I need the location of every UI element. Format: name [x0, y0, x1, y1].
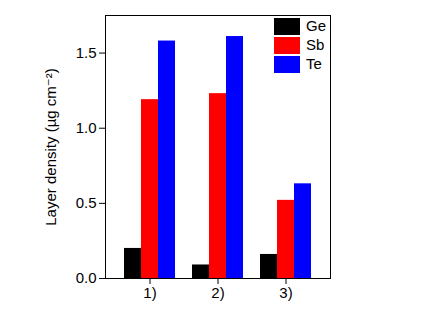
svg-text:0.0: 0.0 [76, 269, 97, 286]
html-text:Ge: Ge [306, 17, 326, 34]
svg-text:1.0: 1.0 [76, 119, 97, 136]
svg-text:1): 1) [143, 284, 156, 301]
html-text:Sb: Sb [306, 36, 325, 53]
svg-text:3): 3) [279, 284, 292, 301]
svg-text:2): 2) [211, 284, 224, 301]
html-text:Te: Te [306, 55, 322, 72]
svg-text:1.5: 1.5 [76, 44, 97, 61]
svg-text:0.5: 0.5 [76, 194, 97, 211]
svg-text:Layer density (µg cm⁻²): Layer density (µg cm⁻²) [42, 68, 59, 225]
